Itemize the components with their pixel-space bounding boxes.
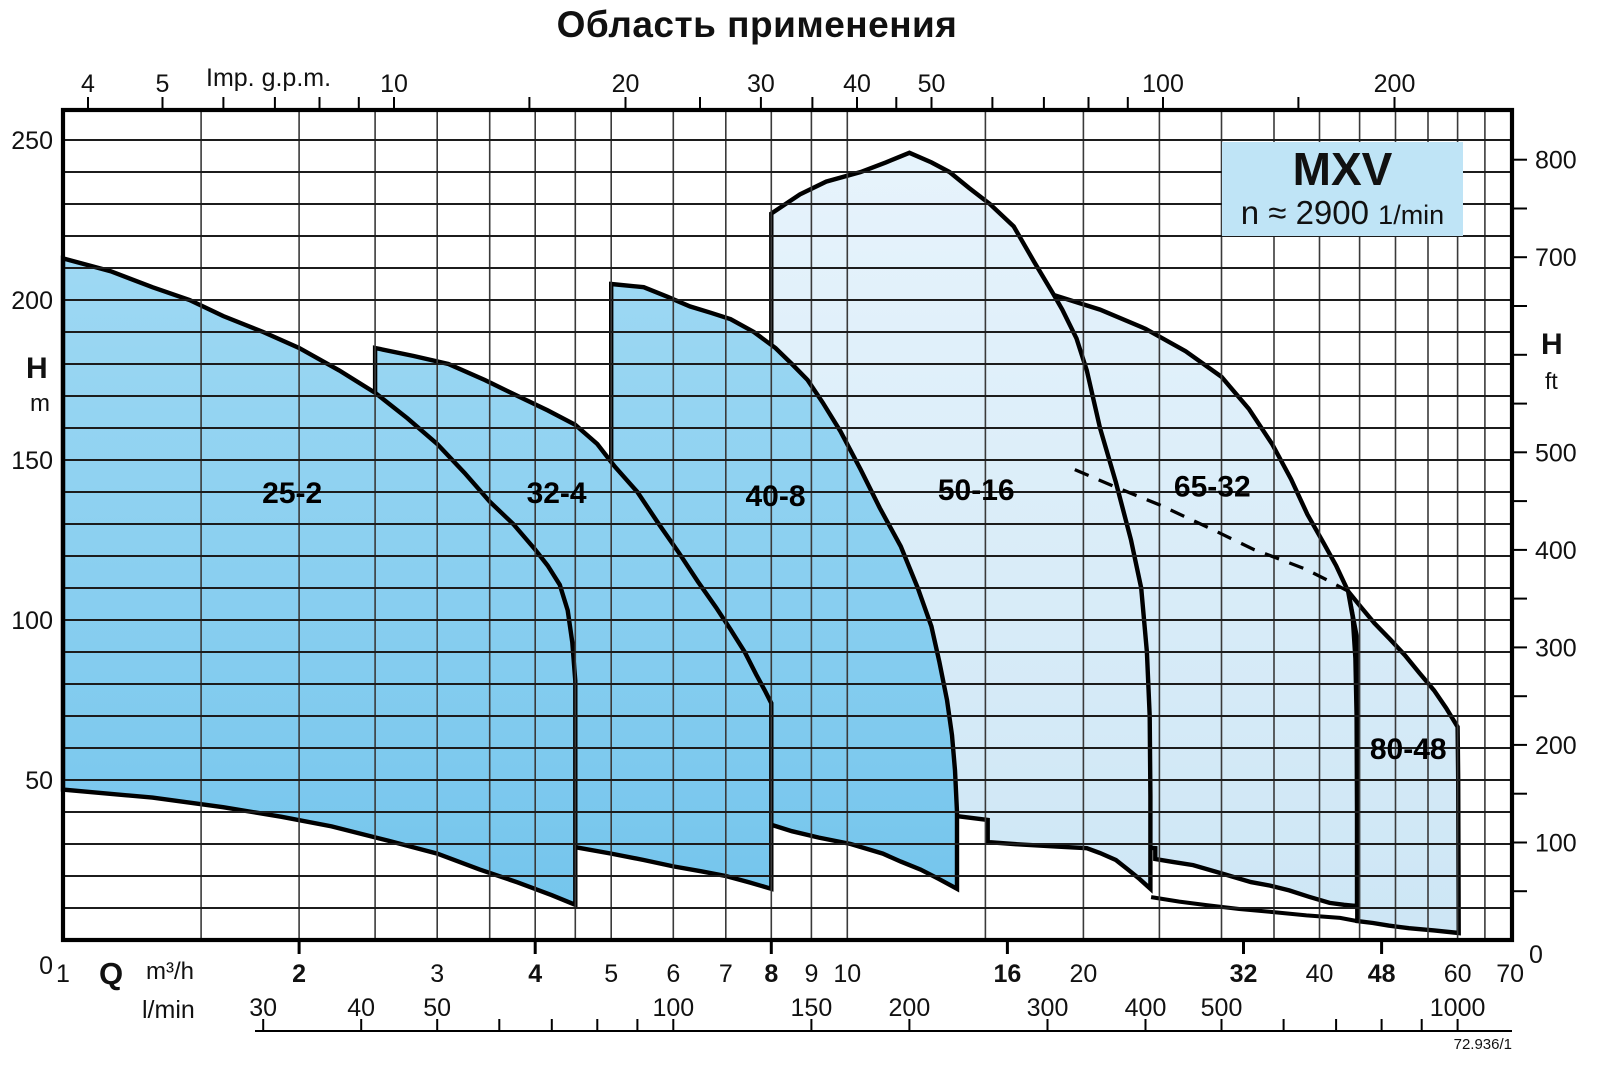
gpm-tick-label: 20 — [612, 70, 640, 98]
gpm-tick-label: 200 — [1374, 70, 1416, 98]
right-axis-unit-h: H — [1541, 328, 1563, 361]
left-axis-m: 250 200 150 100 50 0 — [11, 127, 53, 980]
legend-speed-value: n ≈ 2900 — [1240, 194, 1369, 231]
m-tick-label: 250 — [11, 127, 53, 155]
region-label-50-16: 50-16 — [938, 474, 1015, 507]
left-axis-unit-m: m — [30, 390, 50, 417]
q-tick-label: 9 — [804, 960, 818, 988]
m-zero-label: 0 — [39, 952, 53, 980]
region-label-65-32: 65-32 — [1174, 471, 1251, 504]
dashed-hidden-boundary — [1074, 468, 1349, 593]
top-axis-gpm: 4 5 10 20 30 40 50 100 200 — [81, 70, 1415, 110]
ft-tick-label: 200 — [1535, 732, 1577, 760]
legend-speed-unit: 1/min — [1378, 200, 1445, 230]
flow-axis-symbol: Q — [99, 956, 124, 991]
m-tick-label: 100 — [11, 607, 53, 635]
region-80-48-bottom-extension-line — [1150, 895, 1358, 924]
q-tick-label: 5 — [604, 960, 618, 988]
m-tick-label: 150 — [11, 447, 53, 475]
lmin-tick-label: 300 — [1027, 994, 1069, 1022]
gpm-tick-label: 30 — [747, 70, 775, 98]
lmin-tick-label: 40 — [347, 994, 375, 1022]
region-label-40-8: 40-8 — [745, 480, 805, 513]
lmin-tick-label: 30 — [249, 994, 277, 1022]
gpm-tick-label: 5 — [156, 70, 170, 98]
m-tick-label: 50 — [25, 767, 53, 795]
plot-border — [60, 107, 1515, 943]
q-tick-label: 16 — [993, 960, 1021, 988]
gridlines — [63, 110, 1512, 940]
region-label-25-2: 25-2 — [262, 477, 322, 510]
q-tick-label: 4 — [528, 960, 542, 988]
gpm-tick-label: 4 — [81, 70, 95, 98]
region-label-80-48: 80-48 — [1370, 733, 1447, 766]
q-tick-label: 70 — [1496, 960, 1524, 988]
q-tick-label: 20 — [1069, 960, 1097, 988]
region-label-32-4: 32-4 — [527, 477, 587, 510]
top-axis-unit-label: Imp. g.p.m. — [206, 64, 332, 92]
ft-tick-label: 100 — [1535, 830, 1577, 858]
region-labels: 25-2 32-4 40-8 50-16 65-32 80-48 — [262, 471, 1446, 766]
lmin-tick-label: 150 — [791, 994, 833, 1022]
ft-tick-label: 700 — [1535, 244, 1577, 272]
lmin-tick-label: 500 — [1201, 994, 1243, 1022]
right-axis-ft: 800 700 500 400 300 200 100 0 — [1512, 147, 1577, 969]
gpm-tick-label: 50 — [918, 70, 946, 98]
q-tick-label: 3 — [430, 960, 444, 988]
m-tick-label: 200 — [11, 287, 53, 315]
legend-model-name: MXV — [1292, 143, 1393, 195]
lmin-tick-label: 50 — [423, 994, 451, 1022]
q-tick-label: 7 — [719, 960, 733, 988]
ft-zero-label: 0 — [1529, 941, 1543, 969]
q-tick-label: 48 — [1368, 960, 1396, 988]
q-tick-label: 10 — [833, 960, 861, 988]
q-tick-label: 40 — [1306, 960, 1334, 988]
legend-box: MXV n ≈ 2900 1/min — [1222, 142, 1463, 236]
gpm-tick-label: 10 — [380, 70, 408, 98]
document-number: 72.936/1 — [1453, 1036, 1512, 1053]
q-tick-label: 6 — [666, 960, 680, 988]
q-tick-label: 1 — [56, 960, 70, 988]
flow-axis-unit-m3h: m³/h — [146, 958, 194, 985]
lmin-tick-label: 1000 — [1430, 994, 1486, 1022]
lmin-tick-label: 200 — [889, 994, 931, 1022]
right-axis-unit-ft: ft — [1545, 368, 1558, 394]
left-axis-unit-h: H — [26, 352, 48, 385]
gpm-tick-label: 100 — [1142, 70, 1184, 98]
legend-speed: n ≈ 2900 1/min — [1222, 194, 1463, 234]
q-tick-label: 60 — [1444, 960, 1472, 988]
lmin-tick-label: 100 — [652, 994, 694, 1022]
ft-tick-label: 800 — [1535, 147, 1577, 175]
lmin-tick-label: 400 — [1125, 994, 1167, 1022]
ft-tick-label: 500 — [1535, 439, 1577, 467]
q-tick-label: 32 — [1230, 960, 1258, 988]
q-tick-label: 2 — [292, 960, 306, 988]
flow-axis-unit-lmin: l/min — [142, 996, 195, 1024]
region-25-2 — [60, 255, 578, 909]
q-tick-label: 8 — [764, 960, 778, 988]
bottom-axis-lmin: 30 40 50 100 150 200 300 400 500 1000 — [249, 994, 1512, 1032]
gpm-tick-label: 40 — [843, 70, 871, 98]
page-title: Область применения — [556, 4, 958, 45]
ft-tick-label: 400 — [1535, 537, 1577, 565]
ft-tick-label: 300 — [1535, 634, 1577, 662]
bottom-axis-q: 1 2 3 4 5 6 7 8 9 10 16 20 32 40 48 60 70 — [56, 940, 1524, 988]
